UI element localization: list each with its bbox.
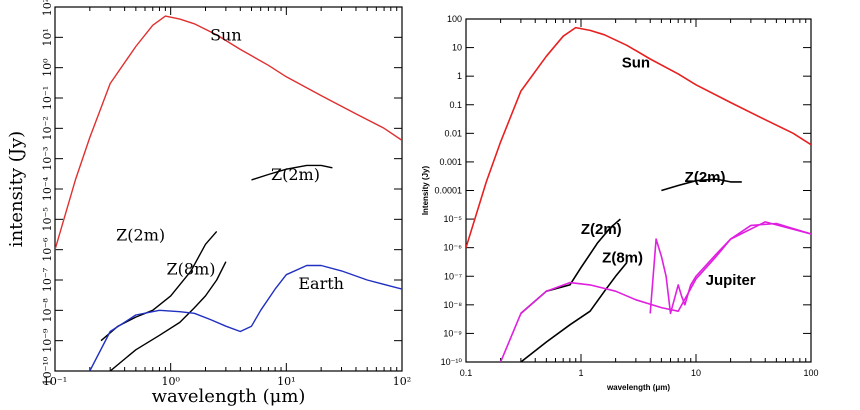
series-line-z-2m — [100, 230, 218, 342]
y-tick-label: 10⁻⁵ — [41, 207, 54, 231]
series-line-zodiacal-z-2m-upper — [251, 164, 333, 181]
series-line-jupiter-continuum — [499, 222, 811, 362]
y-tick-label: 100 — [447, 14, 462, 24]
annotation-sun: Sun — [622, 55, 650, 72]
x-tick-label: 10² — [393, 375, 411, 388]
y-tick-label: 10⁻¹⁰ — [41, 356, 54, 385]
y-tick-label: 1 — [457, 71, 462, 81]
series-line-z-8m — [520, 262, 628, 362]
x-tick-label: 1 — [578, 368, 583, 378]
left-chart: 10⁻¹ 10⁰ 10¹ 10² 10⁻¹⁰ 10⁻⁹ 10⁻⁸ 10⁻⁷ 10⁻⁶ 10⁻⁵ 10… — [6, 0, 411, 407]
annotation-z-8m: Z(8m) — [167, 260, 216, 279]
x-tick-label: 100 — [803, 368, 818, 378]
y-tick-label: 10⁰ — [41, 58, 54, 77]
y-tick-label: 0.01 — [444, 128, 462, 138]
x-axis-label: wavelength (μm) — [152, 386, 306, 407]
y-tick-label: 10⁻⁸ — [41, 298, 54, 323]
annotation-z-8m: Z(8m) — [602, 250, 643, 267]
y-tick-label: 10⁻⁶ — [41, 237, 54, 262]
y-tick-label: 10¹ — [41, 28, 54, 46]
y-tick-label: 10⁻⁶ — [444, 243, 463, 253]
x-axis-label: wavelength (μm) — [606, 383, 670, 392]
x-tick-label: 10¹ — [277, 375, 295, 388]
annotation-earth: Earth — [298, 274, 344, 293]
annotation-sun: Sun — [210, 25, 242, 44]
y-tick-label: 0.1 — [449, 100, 462, 110]
y-axis-label: intensity (Jy) — [6, 131, 27, 247]
annotation-z-2m: Z(2m) — [581, 221, 622, 238]
y-tick-label: 10 — [452, 43, 462, 53]
y-axis-label: Intensity (Jy) — [421, 165, 430, 215]
y-tick-label: 10⁻⁴ — [41, 176, 54, 201]
right-chart: 0.1 1 10 100 10⁻¹⁰ 10⁻⁹ 10⁻⁸ 10⁻⁷ 10⁻⁶ 10⁻⁵ 0.0001… — [421, 14, 819, 392]
x-tick-label: 0.1 — [460, 368, 473, 378]
x-tick-label: 10 — [691, 368, 701, 378]
y-tick-label: 10⁻³ — [41, 147, 54, 171]
y-tick-label: 10⁻⁷ — [41, 267, 54, 292]
y-tick-label: 10⁻⁹ — [41, 328, 54, 353]
y-tick-label: 10⁻⁷ — [444, 271, 462, 281]
y-tick-label: 10⁻¹⁰ — [441, 357, 463, 367]
y-tick-label: 10⁻¹ — [41, 86, 54, 110]
x-tick-label: 10⁻¹ — [43, 375, 67, 388]
y-tick-label: 10⁻⁸ — [443, 300, 462, 310]
series-line-sun — [55, 15, 402, 250]
series-line-z-8m — [109, 261, 227, 371]
series-line-sun — [466, 26, 811, 248]
annotation-z-2m: Z(2m) — [271, 165, 320, 184]
series-line-jupiter-spectrum — [649, 221, 811, 315]
annotation-jupiter: Jupiter — [706, 272, 756, 289]
y-tick-label: 10⁻² — [41, 116, 54, 140]
y-tick-label: 10² — [41, 0, 54, 16]
x-tick-label: 10⁰ — [161, 375, 180, 388]
annotation-z-2m: Z(2m) — [116, 226, 165, 245]
y-tick-label: 10⁻⁵ — [444, 214, 463, 224]
series-line-zodiacal-z-2m-upper — [661, 178, 742, 192]
y-tick-label: 0.001 — [439, 157, 462, 167]
annotation-z-2m: Z(2m) — [685, 169, 726, 186]
series-line-earth — [89, 264, 402, 371]
y-tick-label: 0.0001 — [434, 186, 462, 196]
y-tick-label: 10⁻⁹ — [443, 328, 462, 338]
plot-frame — [54, 6, 403, 372]
